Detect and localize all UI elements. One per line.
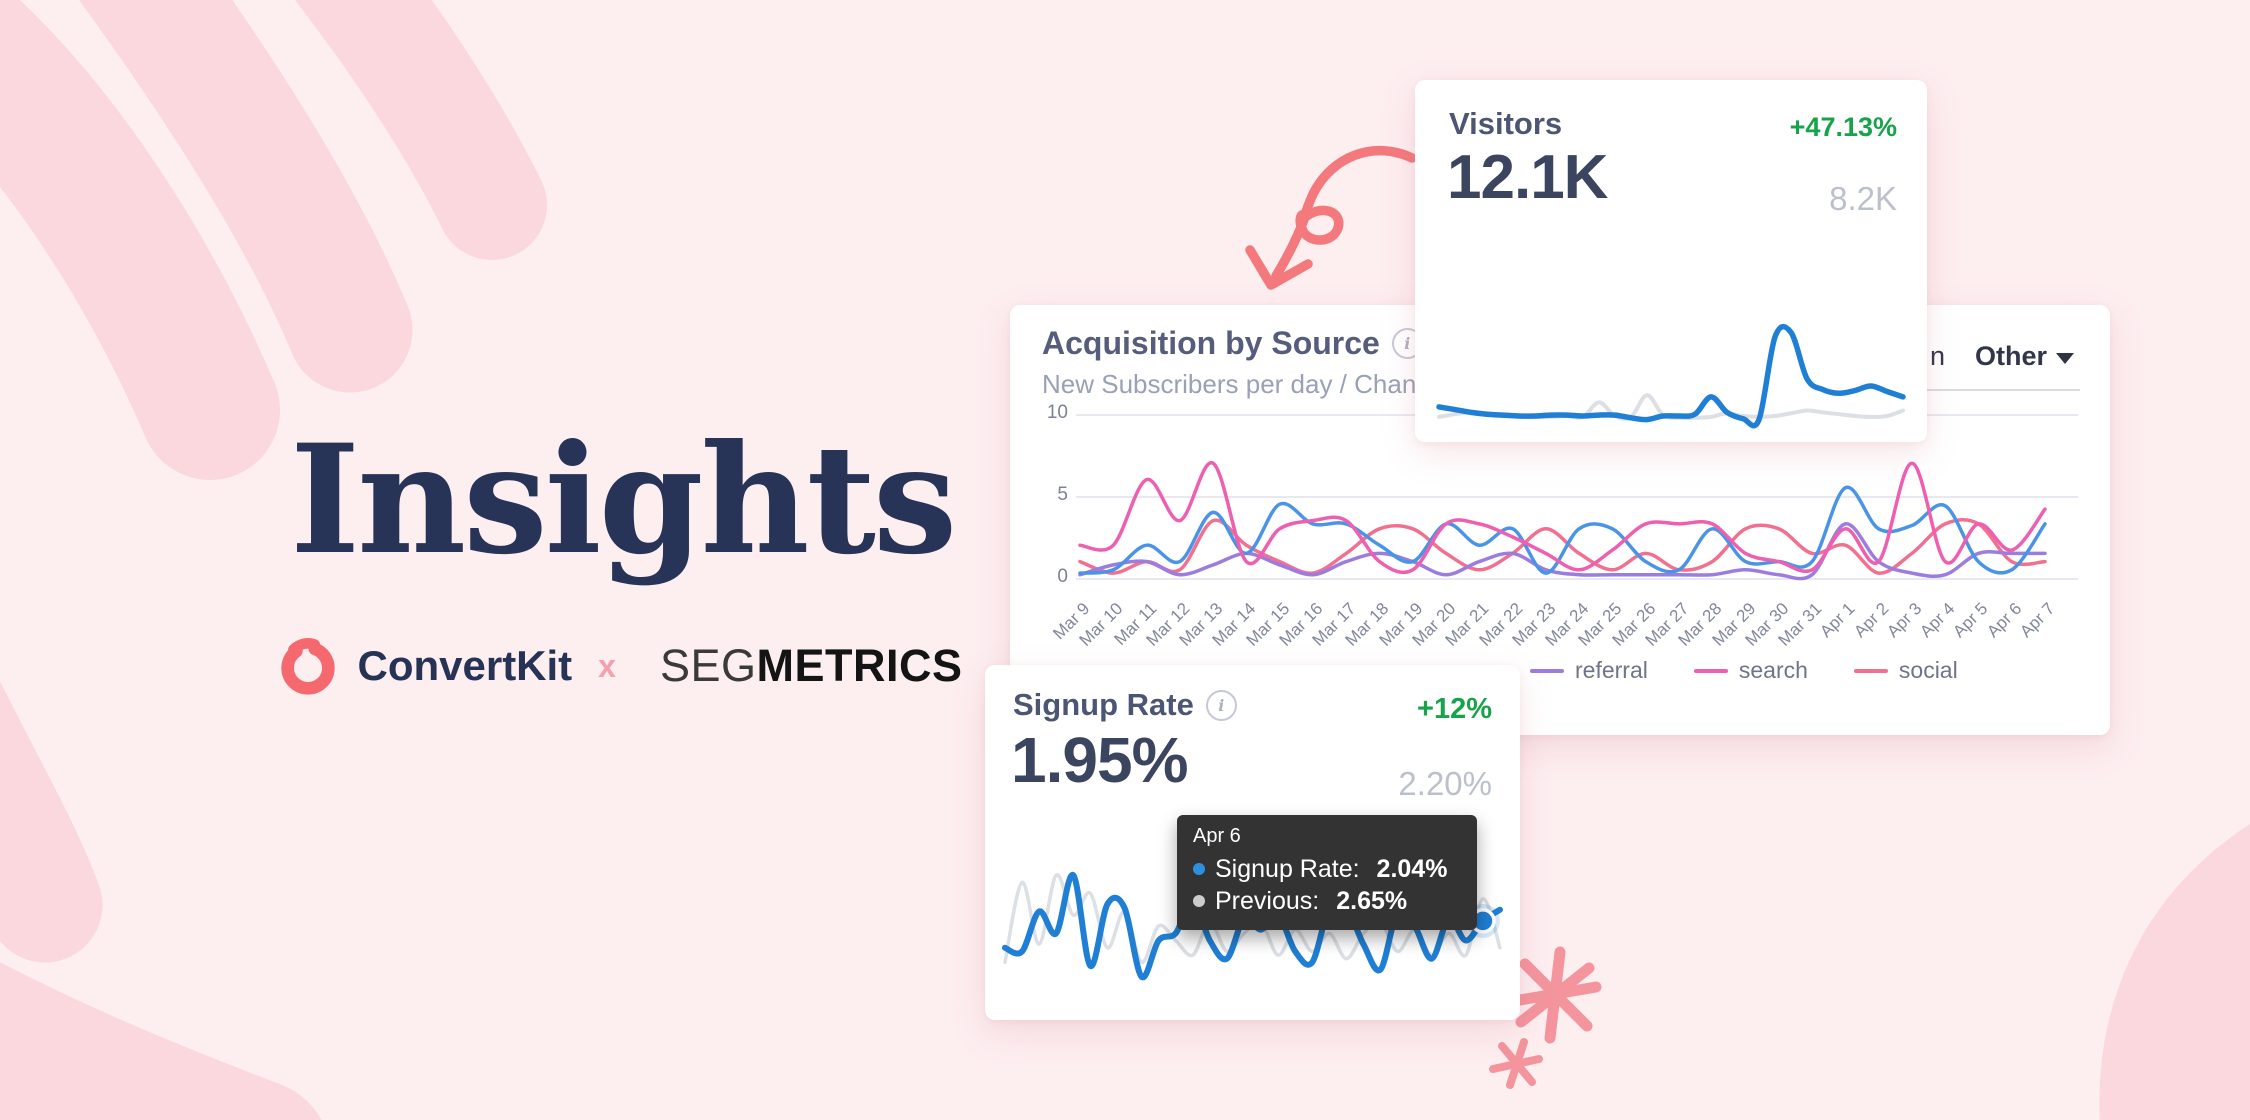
acquisition-legend: referral search social [1530, 657, 1958, 684]
asterisk-doodle-large [1508, 946, 1602, 1044]
signup-rate-card: Signup Rate i +12% 1.95% 2.20% Apr 6 Sig… [985, 665, 1520, 1020]
tooltip-date: Apr 6 [1193, 825, 1241, 847]
gridline [1076, 578, 2078, 580]
partnership-x-separator: x [598, 647, 616, 684]
visitors-previous-value: 8.2K [1829, 180, 1897, 217]
signup-value: 1.95% [1011, 724, 1188, 796]
y-axis-tick-label: 10 [1046, 402, 1068, 423]
convertkit-wordmark: ConvertKit [357, 642, 573, 689]
visitors-value: 12.1K [1447, 143, 1608, 212]
visitors-card-title: Visitors [1449, 106, 1563, 141]
page-title: Insights [290, 412, 957, 588]
other-dropdown-label: Other [1975, 341, 2048, 371]
legend-label: referral [1575, 657, 1648, 683]
tooltip-current-value: 2.04% [1376, 855, 1448, 883]
y-axis-tick-label: 5 [1057, 484, 1068, 505]
acquisition-line-chart[interactable] [1078, 414, 2047, 581]
acquisition-card-title: Acquisition by Source [1042, 325, 1380, 361]
brand-lockup: ConvertKit x SEGMETRICS [281, 628, 962, 704]
tooltip-row-previous: Previous: 2.65% [1193, 885, 1461, 917]
visitors-delta-badge: +47.13% [1789, 112, 1897, 142]
gray-dot-icon [1193, 895, 1205, 907]
convertkit-logo-icon [281, 638, 336, 695]
segmetrics-seg-text: SEG [659, 640, 757, 691]
legend-item-search[interactable]: search [1693, 657, 1808, 684]
acquisition-tab-bar: n Other [1930, 341, 2075, 372]
visitors-card: Visitors +47.13% 12.1K 8.2K [1415, 80, 1927, 442]
legend-item-social[interactable]: social [1853, 657, 1958, 684]
tooltip-previous-value: 2.65% [1336, 887, 1408, 915]
blue-dot-icon [1193, 863, 1205, 875]
chart-tooltip: Apr 6 Signup Rate: 2.04% Previous: 2.65% [1177, 815, 1477, 930]
signup-card-title: Signup Rate [1013, 687, 1194, 722]
legend-label: social [1898, 657, 1958, 683]
asterisk-doodle-small [1489, 1038, 1543, 1089]
legend-dash-icon [1693, 668, 1728, 673]
tooltip-previous-label: Previous: [1215, 887, 1320, 915]
tooltip-current-label: Signup Rate: [1215, 855, 1360, 883]
chevron-down-icon [2056, 352, 2075, 364]
visitors-line-chart[interactable] [1436, 323, 1906, 429]
segmetrics-metrics-text: METRICS [756, 640, 963, 691]
tab-partially-hidden[interactable]: n [1930, 341, 1946, 371]
info-icon[interactable]: i [1205, 689, 1237, 721]
legend-item-referral[interactable]: referral [1530, 657, 1648, 684]
signup-previous-value: 2.20% [1398, 765, 1492, 802]
signup-delta-badge: +12% [1417, 693, 1492, 725]
y-axis-tick-label: 0 [1057, 566, 1068, 587]
tooltip-row-current: Signup Rate: 2.04% [1193, 853, 1461, 885]
arrow-doodle [1245, 145, 1417, 290]
segmetrics-wordmark: SEGMETRICS [660, 640, 963, 692]
legend-dash-icon [1530, 668, 1564, 673]
other-dropdown[interactable]: Other [1975, 341, 2075, 372]
acquisition-card-subtitle: New Subscribers per day / Channel [1042, 369, 1451, 399]
legend-label: search [1738, 657, 1808, 683]
legend-dash-icon [1853, 668, 1888, 673]
gridline [1076, 496, 2078, 498]
